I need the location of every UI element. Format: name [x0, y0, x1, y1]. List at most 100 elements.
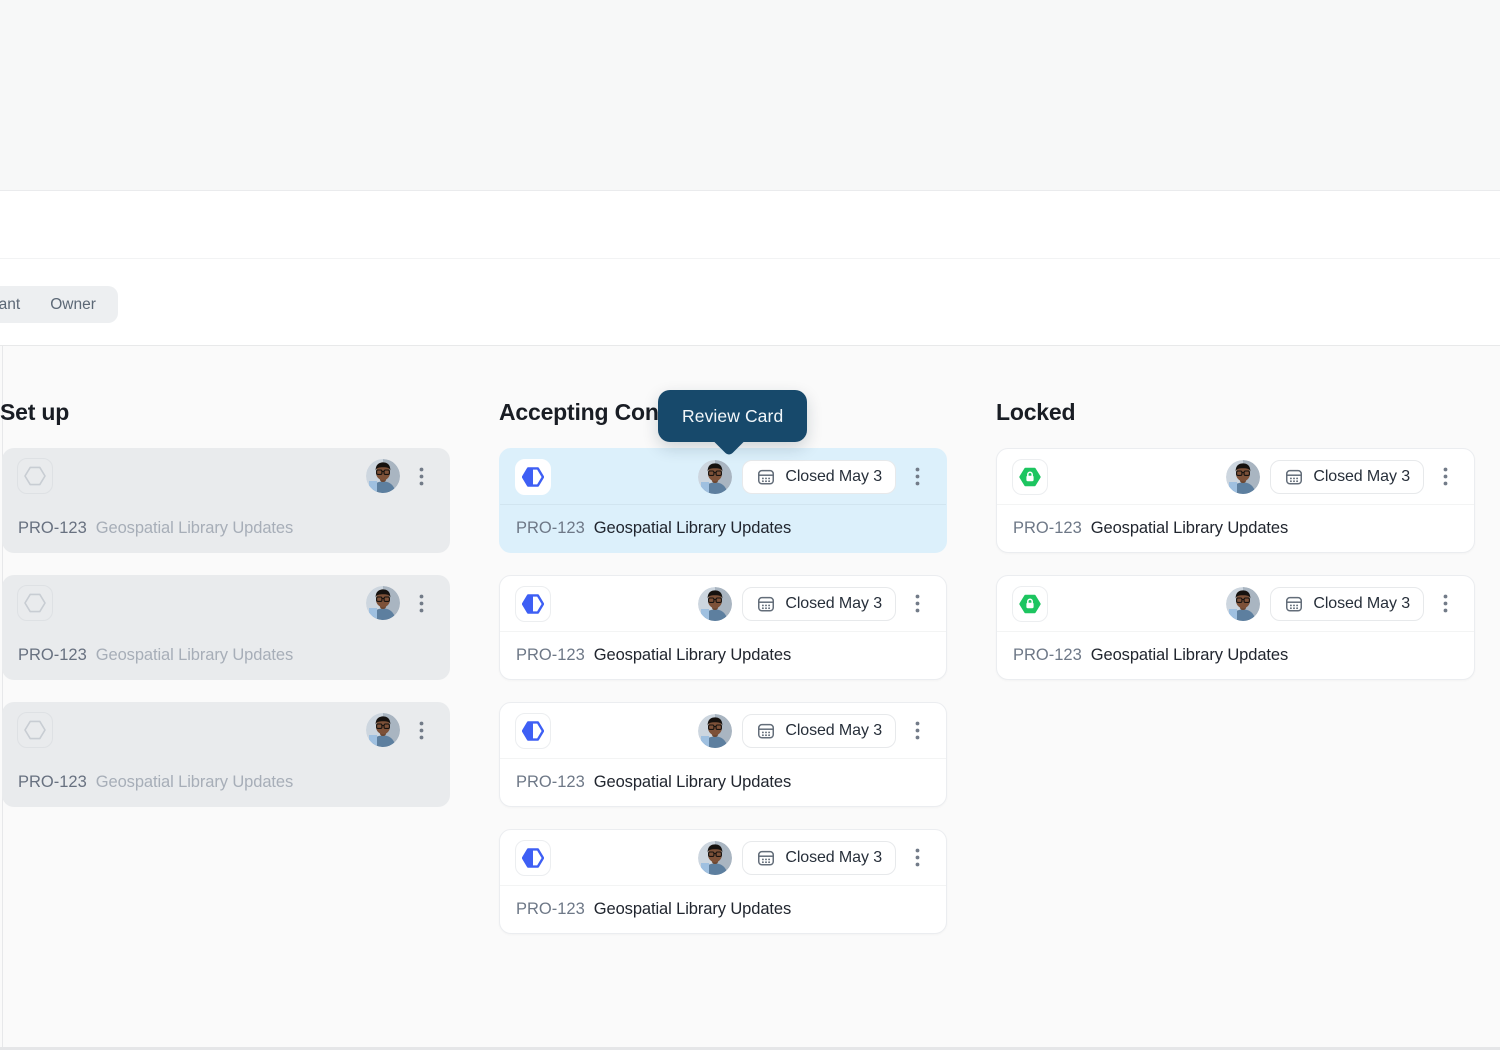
avatar — [366, 459, 400, 493]
kebab-menu-button[interactable] — [410, 586, 432, 620]
kebab-menu-icon — [1443, 467, 1447, 486]
hexagon-lock-icon — [1019, 594, 1041, 613]
window-bottom-edge — [0, 1047, 1500, 1050]
card-status-icon-box — [515, 585, 551, 622]
avatar — [698, 840, 733, 875]
kanban-card[interactable]: PRO-123 Geospatial Library Updates — [2, 448, 450, 553]
kebab-menu-button[interactable] — [410, 459, 432, 493]
avatar — [1226, 586, 1261, 621]
closed-date-label: Closed May 3 — [785, 467, 882, 485]
card-header: Closed May 3 — [500, 703, 946, 758]
card-title-row: PRO-123 Geospatial Library Updates — [2, 631, 450, 679]
kebab-menu-icon — [915, 594, 919, 613]
kanban-card[interactable]: Closed May 3 PRO-123 Geospatial Library … — [499, 702, 947, 807]
calendar-icon — [758, 850, 775, 866]
kebab-menu-button[interactable] — [1434, 587, 1456, 621]
calendar-icon — [758, 723, 775, 739]
hexagon-outline-icon — [24, 466, 46, 486]
card-title: Geospatial Library Updates — [95, 772, 294, 791]
card-list-set-up: PRO-123 Geospatial Library Updates — [2, 448, 450, 807]
card-header: Closed May 3 — [500, 449, 946, 504]
kanban-card[interactable]: Closed May 3 PRO-123 Geospatial Library … — [996, 575, 1475, 680]
avatar — [1226, 459, 1261, 494]
closed-date-chip[interactable]: Closed May 3 — [1270, 459, 1424, 494]
card-status-icon-box — [515, 458, 551, 495]
kanban-card[interactable]: PRO-123 Geospatial Library Updates — [2, 702, 450, 807]
card-title-row: PRO-123 Geospatial Library Updates — [500, 631, 946, 679]
card-title-row: PRO-123 Geospatial Library Updates — [500, 504, 946, 552]
card-status-icon-box — [515, 712, 551, 749]
kebab-menu-button[interactable] — [906, 460, 928, 494]
kebab-menu-icon — [915, 848, 919, 867]
card-title: Geospatial Library Updates — [1090, 646, 1289, 664]
avatar — [698, 586, 733, 621]
card-title-row: PRO-123 Geospatial Library Updates — [500, 758, 946, 806]
tab-owner[interactable]: Owner — [50, 295, 96, 313]
card-title: Geospatial Library Updates — [95, 645, 294, 664]
hexagon-outline-icon — [24, 720, 46, 740]
kebab-menu-icon — [419, 721, 423, 739]
closed-date-chip[interactable]: Closed May 3 — [742, 459, 896, 494]
column-locked: Locked — [996, 346, 1475, 1050]
card-title: Geospatial Library Updates — [593, 519, 792, 537]
card-title-row: PRO-123 Geospatial Library Updates — [997, 631, 1474, 679]
hexagon-half-filled-icon — [522, 593, 544, 614]
card-header — [2, 448, 450, 504]
kanban-card[interactable]: Closed May 3 PRO-123 Geospatial Library … — [499, 829, 947, 934]
card-title-row: PRO-123 Geospatial Library Updates — [997, 504, 1474, 552]
kanban-card[interactable]: Closed May 3 PRO-123 Geospatial Library … — [996, 448, 1475, 553]
kebab-menu-icon — [915, 467, 919, 486]
card-header — [2, 702, 450, 758]
kebab-menu-button[interactable] — [906, 587, 928, 621]
avatar — [366, 713, 400, 747]
hexagon-half-filled-icon — [522, 847, 544, 868]
avatar — [698, 459, 733, 494]
avatar — [698, 713, 733, 748]
tab-participant[interactable]: Participant — [0, 296, 20, 314]
kebab-menu-icon — [419, 594, 423, 612]
column-set-up: Set up — [0, 346, 450, 1050]
kebab-menu-button[interactable] — [1434, 460, 1456, 494]
card-key: PRO-123 — [18, 772, 87, 791]
card-key: PRO-123 — [1013, 519, 1082, 537]
kebab-menu-button[interactable] — [906, 841, 928, 875]
card-key: PRO-123 — [516, 773, 585, 791]
hexagon-outline-icon — [24, 593, 46, 613]
closed-date-label: Closed May 3 — [1313, 594, 1410, 612]
kebab-menu-icon — [419, 467, 423, 485]
kebab-menu-button[interactable] — [410, 713, 432, 747]
toolbar-divider — [0, 258, 1500, 259]
calendar-icon — [758, 596, 775, 612]
closed-date-chip[interactable]: Closed May 3 — [742, 840, 896, 875]
card-header: Closed May 3 — [997, 449, 1474, 504]
hexagon-half-filled-icon — [522, 720, 544, 741]
kanban-card[interactable]: Closed May 3 PRO-123 Geospatial Library … — [499, 448, 947, 553]
kebab-menu-icon — [1443, 594, 1447, 613]
closed-date-chip[interactable]: Closed May 3 — [742, 586, 896, 621]
card-status-icon-box — [1012, 585, 1048, 622]
card-status-icon-box — [1012, 458, 1048, 495]
closed-date-label: Closed May 3 — [785, 848, 882, 866]
toolbar-band: Participant Owner — [0, 191, 1500, 345]
calendar-icon — [1286, 469, 1303, 485]
closed-date-chip[interactable]: Closed May 3 — [1270, 586, 1424, 621]
card-status-icon-box — [515, 839, 551, 876]
card-title: Geospatial Library Updates — [593, 646, 792, 664]
kebab-menu-button[interactable] — [906, 714, 928, 748]
hexagon-half-filled-icon — [522, 466, 544, 487]
closed-date-chip[interactable]: Closed May 3 — [742, 713, 896, 748]
avatar — [366, 586, 400, 620]
top-header-area — [0, 0, 1500, 191]
closed-date-label: Closed May 3 — [785, 721, 882, 739]
card-header — [2, 575, 450, 631]
kanban-card[interactable]: Closed May 3 PRO-123 Geospatial Library … — [499, 575, 947, 680]
card-title-row: PRO-123 Geospatial Library Updates — [2, 504, 450, 552]
kanban-card[interactable]: PRO-123 Geospatial Library Updates — [2, 575, 450, 680]
card-status-icon-box — [17, 458, 53, 494]
closed-date-label: Closed May 3 — [785, 594, 882, 612]
card-key: PRO-123 — [18, 645, 87, 664]
card-title: Geospatial Library Updates — [1090, 519, 1289, 537]
card-title: Geospatial Library Updates — [593, 773, 792, 791]
card-status-icon-box — [17, 712, 53, 748]
